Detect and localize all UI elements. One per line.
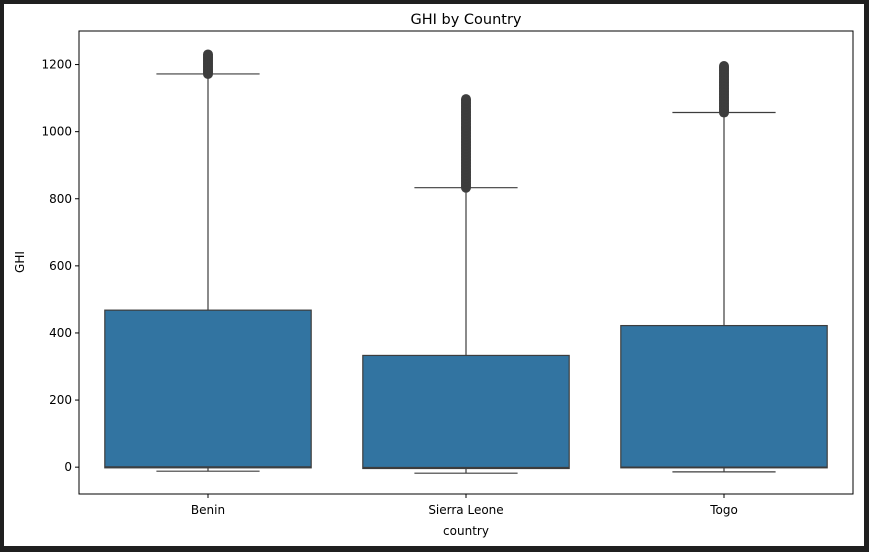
outlier-points <box>461 94 471 193</box>
outlier-points <box>203 49 213 79</box>
x-tick-label: Sierra Leone <box>428 503 503 517</box>
y-tick-label: 1000 <box>41 125 72 139</box>
x-axis-label: country <box>443 524 489 538</box>
y-tick-label: 0 <box>64 460 72 474</box>
plot-area <box>104 49 828 474</box>
box-group-togo <box>620 61 828 473</box>
iqr-box <box>362 354 570 470</box>
y-tick-label: 800 <box>49 192 72 206</box>
iqr-box <box>620 324 828 469</box>
y-tick-label: 600 <box>49 259 72 273</box>
iqr-box <box>104 309 312 469</box>
outlier-point <box>203 49 213 60</box>
y-axis: 0 200 400 600 800 1000 1200 <box>41 58 79 474</box>
y-axis-label: GHI <box>13 251 27 273</box>
box-group-sierra-leone <box>362 94 570 474</box>
y-tick-label: 200 <box>49 393 72 407</box>
y-tick-label: 1200 <box>41 58 72 72</box>
y-tick-label: 400 <box>49 326 72 340</box>
box-group-benin <box>104 49 312 472</box>
x-tick-label: Benin <box>191 503 225 517</box>
outlier-point <box>719 61 729 72</box>
outlier-points <box>719 61 729 118</box>
outlier-point <box>461 94 471 105</box>
x-axis: Benin Sierra Leone Togo <box>191 494 738 517</box>
x-tick-label: Togo <box>709 503 738 517</box>
chart-title: GHI by Country <box>410 12 521 28</box>
